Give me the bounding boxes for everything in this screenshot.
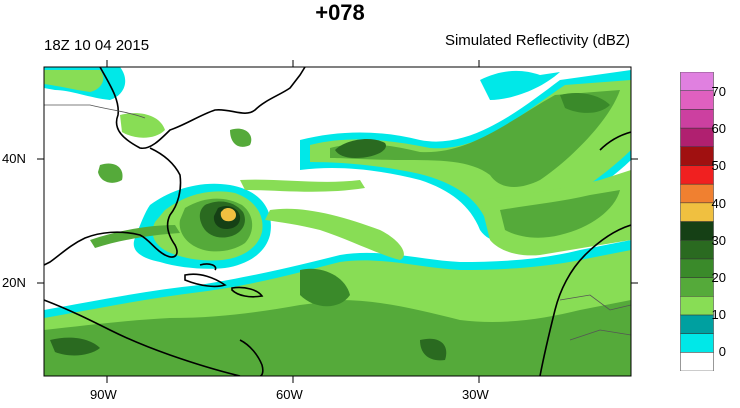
lon-label-30w: 30W (462, 387, 489, 402)
colorbar-label-50: 50 (711, 158, 726, 173)
colorbar (680, 72, 714, 371)
colorbar-label-20: 20 (711, 270, 726, 285)
colorbar-swatch (680, 352, 714, 371)
colorbar-swatch (680, 90, 714, 110)
colorbar-label-40: 40 (711, 196, 726, 211)
axis-ticks (37, 60, 638, 383)
field-name-label: Simulated Reflectivity (dBZ) (444, 32, 630, 49)
colorbar-swatch (680, 221, 714, 241)
colorbar-swatch (680, 296, 714, 316)
lon-label-90w: 90W (90, 387, 117, 402)
boundaries (44, 104, 631, 341)
colorbar-swatch (680, 146, 714, 166)
valid-time-label: 18Z 10 04 2015 (44, 37, 150, 54)
colorbar-swatch (680, 258, 714, 278)
colorbar-swatch (680, 314, 714, 334)
colorbar-swatch (680, 165, 714, 185)
colorbar-label-30: 30 (711, 233, 726, 248)
lead-time-title: +078 (315, 0, 365, 25)
lat-label-40n: 40N (2, 151, 26, 166)
lat-label-20n: 20N (2, 275, 26, 290)
colorbar-swatch (680, 109, 714, 129)
colorbar-label-70: 70 (711, 84, 726, 99)
coastlines (44, 67, 631, 376)
colorbar-swatch (680, 183, 714, 204)
colorbar-swatch (680, 202, 714, 222)
lon-label-60w: 60W (276, 387, 303, 402)
colorbar-label-10: 10 (711, 307, 726, 322)
colorbar-swatch (680, 72, 714, 91)
reflectivity-field (44, 67, 631, 376)
colorbar-swatch (680, 127, 714, 148)
colorbar-swatch (680, 333, 714, 353)
colorbar-label-60: 60 (711, 121, 726, 136)
colorbar-swatch (680, 277, 714, 297)
colorbar-swatch (680, 239, 714, 260)
colorbar-label-0: 0 (718, 344, 726, 359)
